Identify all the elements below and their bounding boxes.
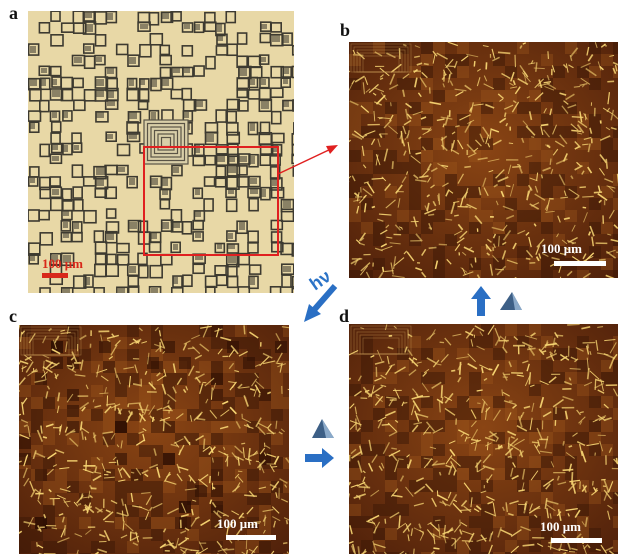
crystal-image-c xyxy=(19,325,289,554)
zoom-arrowhead xyxy=(326,145,338,154)
micrograph-panel-b: 100 μm xyxy=(349,42,618,278)
prism-icon xyxy=(312,419,334,438)
scale-bar-b xyxy=(554,261,606,266)
scale-label-c: 100 μm xyxy=(217,516,258,531)
prism-icon xyxy=(500,292,522,310)
scale-bar-c xyxy=(226,535,276,540)
micrograph-panel-a: 100 μm xyxy=(28,11,294,293)
crystal-image-d xyxy=(349,324,618,554)
up-arrow-icon xyxy=(471,286,491,316)
right-arrow-icon xyxy=(305,448,334,468)
checkerboard-pattern-image xyxy=(28,11,294,293)
panel-label-c: c xyxy=(9,306,17,326)
hv-label: hν xyxy=(305,265,335,295)
scale-label-d: 100 μm xyxy=(540,519,581,534)
panel-label-d: d xyxy=(339,306,350,326)
panel-label-b: b xyxy=(340,20,351,40)
micrograph-panel-d: 100 μm xyxy=(349,324,618,554)
scale-bar-a xyxy=(42,273,68,278)
scale-bar-d xyxy=(551,538,602,543)
crystal-image-b xyxy=(349,42,618,278)
micrograph-panel-c: 100 μm xyxy=(19,325,289,554)
scale-label-b: 100 μm xyxy=(541,241,582,256)
scale-label-a: 100 μm xyxy=(42,256,83,271)
panel-label-a: a xyxy=(9,3,18,23)
